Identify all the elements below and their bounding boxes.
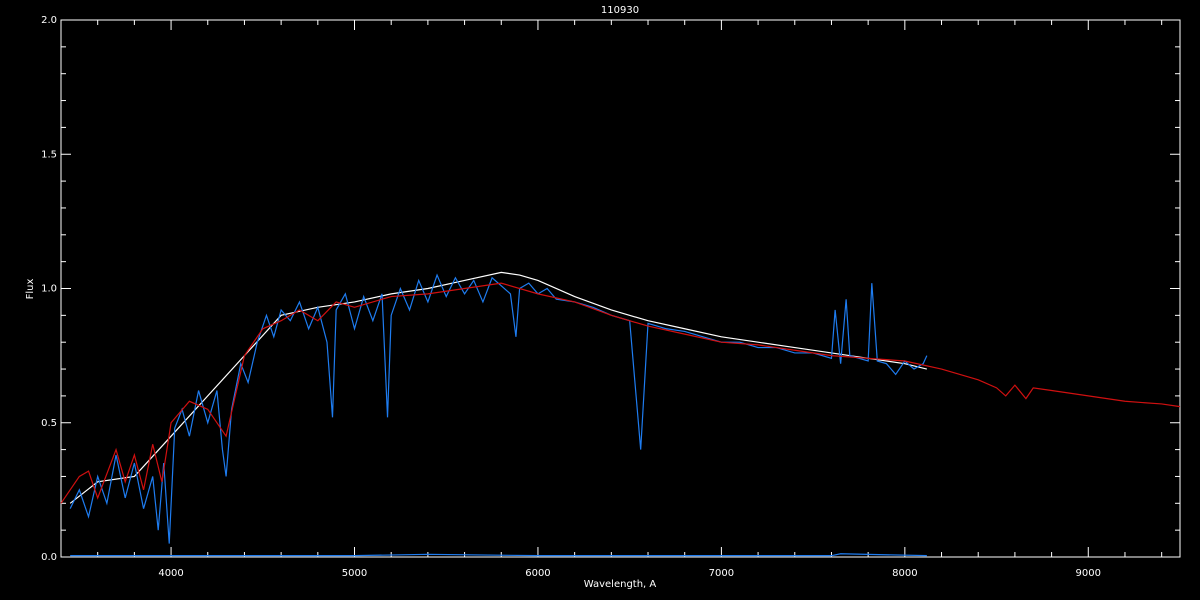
spectrum-line — [69, 271, 927, 504]
y-tick-label: 0.5 — [41, 418, 57, 429]
x-tick-label: 9000 — [1076, 568, 1101, 579]
x-tick-label: 4000 — [158, 568, 183, 579]
y-tick-label: 2.0 — [41, 15, 57, 26]
chart-title: 110930 — [601, 5, 639, 16]
y-tick-label: 1.0 — [41, 284, 57, 295]
y-tick-label: 1.5 — [41, 149, 57, 160]
x-tick-label: 6000 — [525, 568, 550, 579]
x-tick-label: 5000 — [342, 568, 367, 579]
y-tick-label: 0.0 — [41, 552, 57, 563]
spectrum-line — [70, 553, 927, 557]
x-axis-label: Wavelength, A — [584, 579, 657, 590]
x-tick-label: 8000 — [892, 568, 917, 579]
x-tick-label: 7000 — [709, 568, 734, 579]
spectrum-line — [60, 282, 1181, 504]
y-axis-label: Flux — [25, 279, 36, 300]
